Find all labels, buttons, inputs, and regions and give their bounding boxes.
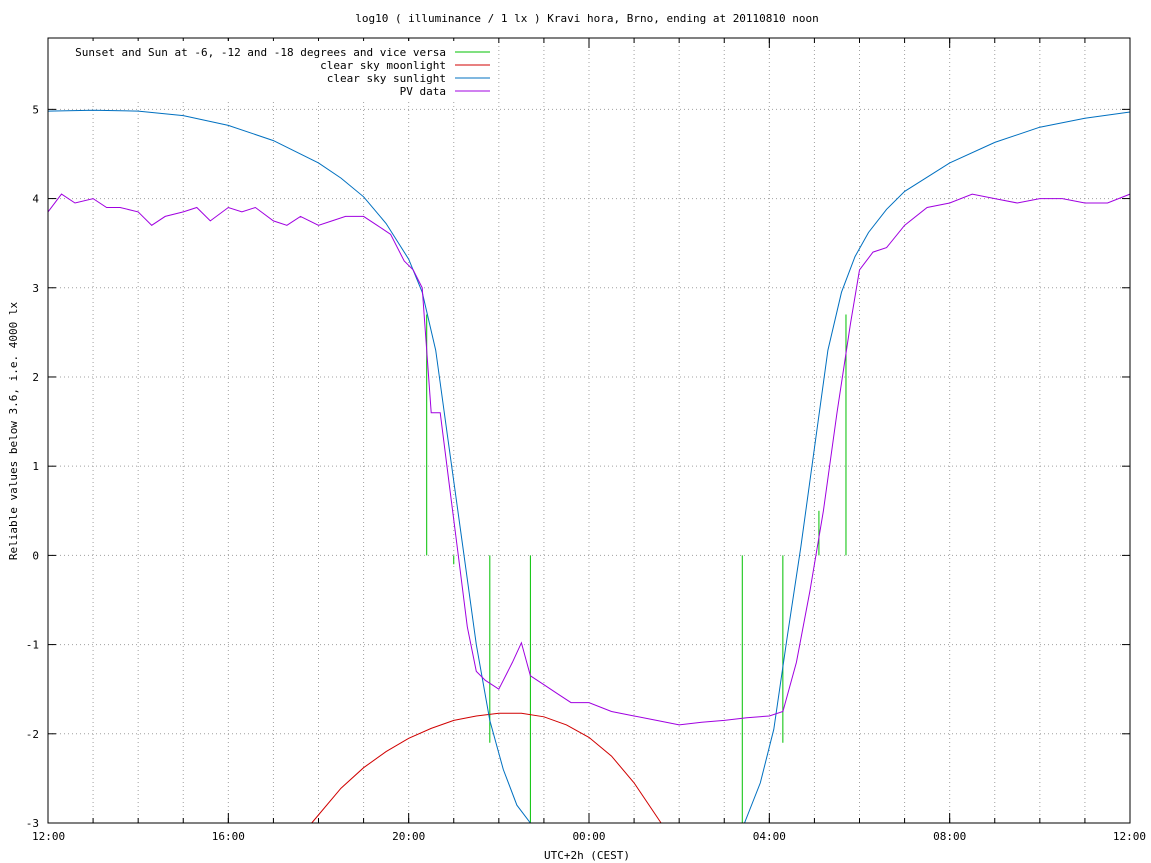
y-axis-label: Reliable values below 3.6, i.e. 4000 lx <box>7 301 20 560</box>
x-tick-label: 20:00 <box>392 830 425 843</box>
y-tick-label: 0 <box>32 549 39 562</box>
x-tick-label: 00:00 <box>572 830 605 843</box>
y-tick-label: -3 <box>26 817 39 830</box>
x-tick-label: 08:00 <box>933 830 966 843</box>
y-tick-label: 4 <box>32 193 39 206</box>
y-tick-label: 1 <box>32 460 39 473</box>
x-tick-label: 12:00 <box>1113 830 1146 843</box>
y-tick-label: 3 <box>32 282 39 295</box>
legend: Sunset and Sun at -6, -12 and -18 degree… <box>50 41 494 99</box>
series-line-3 <box>47 193 1131 726</box>
legend-label: PV data <box>400 85 446 98</box>
series-line-1 <box>311 712 662 824</box>
y-tick-label: 5 <box>32 103 39 116</box>
y-tick-label: -2 <box>26 728 39 741</box>
x-tick-label: 04:00 <box>753 830 786 843</box>
chart-title: log10 ( illuminance / 1 lx ) Kravi hora,… <box>355 12 819 25</box>
axis-ticks: 12:00 16:00 20:00 00:00 04:00 08:00 12:00-3-2-… <box>26 38 1146 843</box>
legend-background <box>50 41 494 99</box>
x-axis-label: UTC+2h (CEST) <box>544 849 630 862</box>
y-tick-label: 2 <box>32 371 39 384</box>
y-tick-label: -1 <box>26 639 39 652</box>
series-layer <box>47 109 1131 824</box>
grid-lines <box>48 38 1130 823</box>
legend-label: clear sky moonlight <box>320 59 446 72</box>
series-line-2 <box>47 109 1131 824</box>
legend-label: Sunset and Sun at -6, -12 and -18 degree… <box>75 46 446 59</box>
x-tick-label: 12:00 <box>32 830 65 843</box>
x-tick-label: 16:00 <box>212 830 245 843</box>
legend-label: clear sky sunlight <box>327 72 446 85</box>
